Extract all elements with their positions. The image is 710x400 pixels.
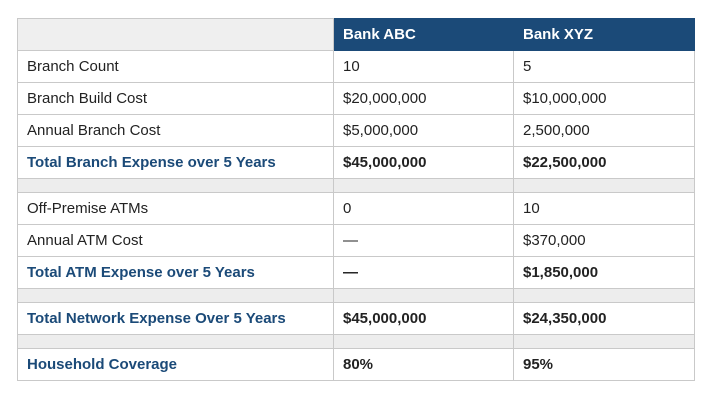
data-row: Branch Count 10 5 (17, 50, 695, 83)
total-row: Total ATM Expense over 5 Years — $1,850,00… (17, 256, 695, 289)
spacer-cell (513, 178, 695, 193)
data-row: Annual ATM Cost — $370,000 (17, 224, 695, 257)
value-cell: $45,000,000 (333, 146, 514, 179)
row-label: Total ATM Expense over 5 Years (17, 256, 334, 289)
total-row: Total Network Expense Over 5 Years $45,00… (17, 302, 695, 335)
value-cell: $20,000,000 (333, 82, 514, 115)
row-label: Branch Count (17, 50, 334, 83)
value-cell: $5,000,000 (333, 114, 514, 147)
spacer-cell (17, 288, 334, 303)
row-label: Total Network Expense Over 5 Years (17, 302, 334, 335)
value-cell: 95% (513, 348, 695, 381)
value-cell: 10 (333, 50, 514, 83)
value-cell: — (333, 256, 514, 289)
value-cell: $370,000 (513, 224, 695, 257)
value-cell: 80% (333, 348, 514, 381)
spacer-cell (333, 178, 514, 193)
header-cell: Bank XYZ (513, 18, 695, 51)
header-blank-cell (17, 18, 334, 51)
data-row: Branch Build Cost $20,000,000 $10,000,000 (17, 82, 695, 115)
spacer-row (17, 288, 695, 303)
value-cell: 10 (513, 192, 695, 225)
spacer-row (17, 178, 695, 193)
spacer-cell (333, 288, 514, 303)
spacer-row (17, 334, 695, 349)
value-cell: 0 (333, 192, 514, 225)
header-cell: Bank ABC (333, 18, 514, 51)
row-label: Annual ATM Cost (17, 224, 334, 257)
spacer-cell (17, 334, 334, 349)
value-cell: $45,000,000 (333, 302, 514, 335)
value-cell: $24,350,000 (513, 302, 695, 335)
total-row: Household Coverage 80% 95% (17, 348, 695, 381)
header-row: Bank ABC Bank XYZ (17, 18, 695, 51)
table-body: Branch Count 10 5 Branch Build Cost $20,000,… (17, 50, 695, 381)
value-cell: — (333, 224, 514, 257)
value-cell: 5 (513, 50, 695, 83)
spacer-cell (513, 288, 695, 303)
row-label: Branch Build Cost (17, 82, 334, 115)
total-row: Total Branch Expense over 5 Years $45,000… (17, 146, 695, 179)
row-label: Household Coverage (17, 348, 334, 381)
value-cell: $10,000,000 (513, 82, 695, 115)
row-label: Off-Premise ATMs (17, 192, 334, 225)
value-cell: 2,500,000 (513, 114, 695, 147)
spacer-cell (333, 334, 514, 349)
row-label: Annual Branch Cost (17, 114, 334, 147)
spacer-cell (17, 178, 334, 193)
data-row: Annual Branch Cost $5,000,000 2,500,000 (17, 114, 695, 147)
spacer-cell (513, 334, 695, 349)
data-row: Off-Premise ATMs 0 10 (17, 192, 695, 225)
comparison-table: Bank ABC Bank XYZ Branch Count 10 5 Branch … (17, 18, 695, 381)
value-cell: $22,500,000 (513, 146, 695, 179)
row-label: Total Branch Expense over 5 Years (17, 146, 334, 179)
table-header: Bank ABC Bank XYZ (17, 18, 695, 51)
value-cell: $1,850,000 (513, 256, 695, 289)
